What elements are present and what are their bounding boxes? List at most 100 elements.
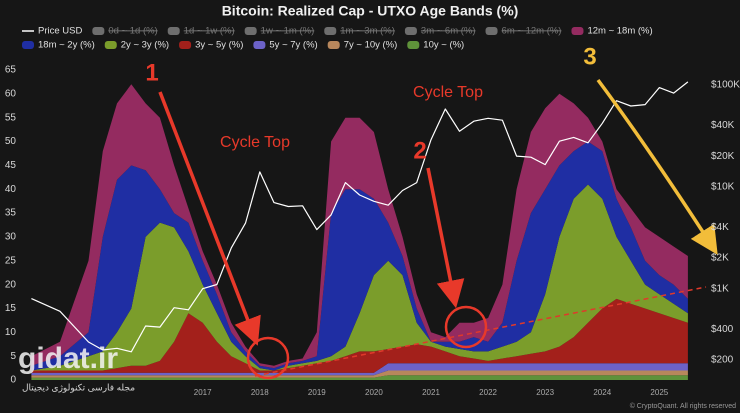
arrow — [596, 78, 718, 255]
plot-area — [31, 81, 689, 380]
legend-label: 5y ~ 7y (%) — [269, 40, 317, 51]
legend-item[interactable]: 1w ~ 1m (%) — [244, 26, 315, 37]
y-tick-label: 10 — [5, 327, 17, 338]
legend-swatch — [571, 27, 584, 35]
y-tick-label: 0 — [10, 375, 16, 386]
annotation: 3 — [583, 43, 596, 70]
legend-label: 3m ~ 6m (%) — [421, 26, 476, 37]
area — [31, 184, 688, 371]
y-tick-label: 40 — [5, 184, 17, 195]
legend-swatch — [407, 41, 420, 49]
annotation: 2 — [413, 137, 426, 164]
legend-item[interactable]: 12m ~ 18m (%) — [571, 26, 653, 37]
legend-item[interactable]: 3m ~ 6m (%) — [404, 26, 476, 37]
legend-label: 10y ~ (%) — [423, 40, 464, 51]
legend-label: 2y ~ 3y (%) — [121, 40, 169, 51]
legend-swatch — [327, 41, 340, 49]
y2-tick-label: $20K — [711, 151, 735, 162]
legend-item[interactable]: Price USD — [22, 26, 82, 37]
legend-label: 3y ~ 5y (%) — [195, 40, 243, 51]
y-tick-label: 35 — [5, 208, 17, 219]
legend-label: Price USD — [38, 26, 82, 37]
x-tick-label: 2022 — [479, 388, 497, 397]
legend-swatch — [324, 27, 337, 35]
legend-item[interactable]: 6m ~ 12m (%) — [485, 26, 562, 37]
legend-swatch — [167, 27, 180, 35]
annotation: Cycle Top — [220, 134, 290, 151]
legend-label: 6m ~ 12m (%) — [502, 26, 562, 37]
legend-swatch — [179, 41, 192, 49]
x-tick-label: 2024 — [593, 388, 611, 397]
y2-tick-label: $4K — [711, 222, 729, 233]
y-tick-label: 50 — [5, 136, 17, 147]
x-tick-label: 2020 — [365, 388, 383, 397]
legend-swatch — [22, 41, 34, 49]
legend-swatch — [404, 27, 417, 35]
area — [31, 363, 688, 376]
legend-label: 12m ~ 18m (%) — [587, 26, 652, 37]
y-tick-label: 5 — [10, 351, 16, 362]
x-tick-label: 2025 — [650, 388, 668, 397]
legend-item[interactable]: 3y ~ 5y (%) — [179, 40, 243, 51]
area — [31, 84, 688, 369]
arrow — [426, 167, 465, 309]
legend-label: 18m ~ 2y (%) — [38, 40, 95, 51]
annotations: 1 Cycle Top Cycle Top 2 3 gidat.ir مجله … — [18, 43, 736, 410]
highlight-circle — [444, 305, 488, 349]
legend-item[interactable]: 0d ~ 1d (%) — [92, 26, 158, 37]
area — [31, 298, 688, 373]
legend-label: 1w ~ 1m (%) — [261, 26, 315, 37]
legend-swatch — [104, 41, 117, 49]
legend-label: 1m ~ 3m (%) — [340, 26, 395, 37]
highlight-circle — [246, 336, 290, 380]
legend-swatch — [485, 27, 498, 35]
legend-label: 0d ~ 1d (%) — [108, 26, 157, 37]
area — [31, 370, 688, 378]
y-tick-label: 15 — [5, 303, 17, 314]
price-line — [31, 81, 689, 353]
legend-item[interactable]: 7y ~ 10y (%) — [327, 40, 398, 51]
credit: © CryptoQuant. All rights reserved — [630, 402, 736, 410]
legend-item[interactable]: 5y ~ 7y (%) — [253, 40, 318, 51]
legend-item[interactable]: 1d ~ 1w (%) — [167, 26, 235, 37]
y-tick-label: 25 — [5, 255, 17, 266]
y-tick-label: 55 — [5, 112, 17, 123]
x-tick-label: 2021 — [422, 388, 440, 397]
watermark: gidat.ir — [18, 342, 118, 375]
y2-tick-label: $200 — [711, 355, 734, 366]
y-tick-label: 65 — [5, 65, 17, 76]
legend-item[interactable]: 10y ~ (%) — [407, 40, 464, 51]
x-tick-label: 2017 — [194, 388, 212, 397]
y2-tick-label: $10K — [711, 181, 735, 192]
legend-swatch — [244, 27, 257, 35]
legend-item[interactable]: 18m ~ 2y (%) — [22, 40, 95, 51]
y2-tick-label: $1K — [711, 283, 729, 294]
legend-swatch — [92, 27, 105, 35]
watermark-subtitle: مجله فارسی تکنولوژی دیجیتال — [22, 382, 135, 392]
trend-line — [254, 286, 707, 377]
y-tick-label: 60 — [5, 88, 17, 99]
legend-swatch — [253, 41, 266, 49]
y2-tick-label: $2K — [711, 253, 729, 264]
legend-item[interactable]: 1m ~ 3m (%) — [324, 26, 395, 37]
y-tick-label: 45 — [5, 160, 17, 171]
arrow — [158, 91, 261, 346]
y-tick-label: 20 — [5, 279, 17, 290]
annotation: Cycle Top — [413, 84, 483, 101]
legend-item[interactable]: 2y ~ 3y (%) — [104, 40, 169, 51]
x-tick-label: 2023 — [536, 388, 554, 397]
annotation: 1 — [145, 59, 158, 86]
legend-label: 1d ~ 1w (%) — [184, 26, 235, 37]
x-tick-label: 2018 — [251, 388, 269, 397]
y2-tick-label: $400 — [711, 324, 734, 335]
y-tick-label: 30 — [5, 232, 17, 243]
area — [31, 141, 688, 371]
y2-tick-label: $40K — [711, 120, 735, 131]
x-tick-label: 2019 — [308, 388, 326, 397]
y2-tick-label: $100K — [711, 80, 740, 91]
legend: Price USD 0d ~ 1d (%) 1d ~ 1w (%) 1w ~ 1m (… — [22, 26, 653, 51]
chart-title: Bitcoin: Realized Cap - UTXO Age Bands (… — [222, 3, 519, 19]
legend-label: 7y ~ 10y (%) — [344, 40, 398, 51]
